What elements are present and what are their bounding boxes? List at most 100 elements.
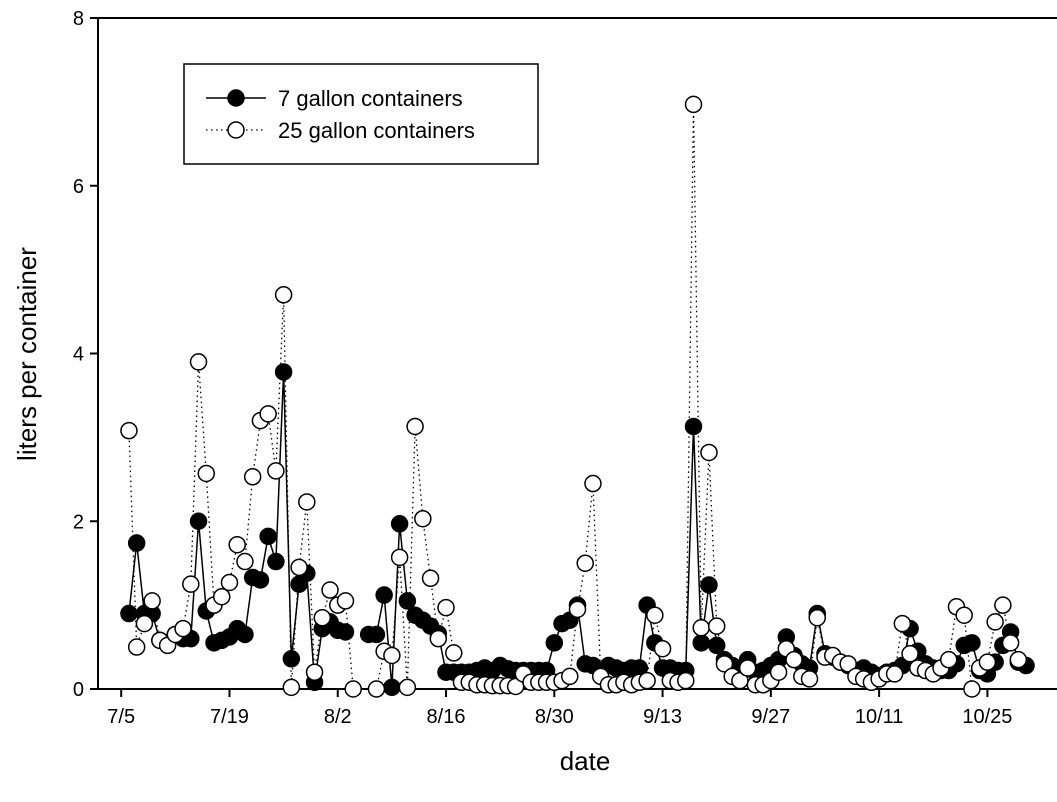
data-point-25-gallon	[561, 667, 579, 686]
data-point-25-gallon	[978, 653, 997, 671]
legend-label-7-gallon: 7 gallon containers	[278, 86, 463, 111]
data-point-25-gallon	[421, 569, 440, 588]
data-point-25-gallon	[893, 614, 912, 633]
data-point-7-gallon	[282, 650, 301, 668]
data-point-25-gallon	[677, 671, 695, 690]
data-point-25-gallon	[901, 645, 919, 663]
x-tick-label: 9/27	[751, 706, 790, 728]
data-point-25-gallon	[228, 535, 246, 554]
data-point-25-gallon	[197, 464, 216, 483]
x-tick-label: 10/25	[962, 706, 1012, 728]
legend-box	[183, 63, 539, 165]
legend-label-25-gallon: 25 gallon containers	[278, 118, 475, 143]
x-tick-label: 7/19	[210, 706, 249, 728]
data-point-7-gallon	[274, 363, 293, 381]
data-point-25-gallon	[274, 286, 293, 304]
data-point-7-gallon	[390, 515, 409, 533]
data-point-25-gallon	[182, 575, 200, 593]
legend-marker-25-gallon	[227, 121, 245, 139]
data-point-25-gallon	[576, 554, 594, 572]
data-point-25-gallon	[236, 552, 254, 571]
data-point-25-gallon	[955, 606, 973, 624]
data-point-25-gallon	[939, 650, 958, 669]
y-tick-label: 8	[73, 8, 84, 30]
data-point-25-gallon	[135, 614, 154, 633]
x-tick-label: 8/2	[324, 706, 352, 728]
data-point-25-gallon	[429, 629, 448, 648]
data-point-25-gallon	[259, 405, 277, 423]
series-25-gallon	[120, 95, 1028, 698]
data-point-7-gallon	[120, 604, 138, 623]
data-point-7-gallon	[545, 634, 564, 652]
data-point-25-gallon	[700, 443, 718, 462]
data-point-7-gallon	[383, 678, 401, 697]
data-point-25-gallon	[298, 493, 316, 511]
series-line-25-gallon	[375, 104, 1019, 690]
data-point-25-gallon	[646, 606, 664, 624]
x-tick-label: 7/5	[107, 706, 135, 728]
data-point-25-gallon	[313, 608, 332, 627]
data-point-25-gallon	[707, 617, 726, 635]
data-point-7-gallon	[336, 623, 355, 641]
legend-marker-7-gallon	[227, 89, 245, 107]
data-point-25-gallon	[692, 619, 710, 637]
data-point-25-gallon	[885, 665, 904, 683]
data-point-7-gallon	[375, 586, 393, 604]
data-point-25-gallon	[282, 678, 301, 697]
data-point-25-gallon	[344, 680, 362, 698]
data-point-25-gallon	[290, 558, 308, 577]
y-axis-title: liters per container	[12, 247, 42, 461]
data-point-25-gallon	[127, 638, 146, 656]
data-point-25-gallon	[321, 581, 339, 599]
data-point-25-gallon	[212, 587, 231, 606]
data-point-7-gallon	[684, 417, 703, 436]
data-point-25-gallon	[406, 417, 424, 436]
y-tick-label: 2	[73, 511, 84, 533]
data-point-25-gallon	[414, 509, 432, 528]
data-point-25-gallon	[267, 462, 285, 480]
x-axis-title: date	[560, 746, 611, 776]
data-point-25-gallon	[769, 663, 788, 681]
data-point-7-gallon	[127, 534, 146, 552]
data-point-7-gallon	[398, 592, 417, 610]
data-point-25-gallon	[383, 646, 401, 665]
data-point-25-gallon	[120, 421, 138, 440]
data-point-25-gallon	[437, 598, 455, 617]
data-point-25-gallon	[839, 655, 857, 673]
data-point-25-gallon	[336, 592, 355, 610]
data-point-7-gallon	[367, 625, 386, 644]
data-point-25-gallon	[963, 680, 981, 698]
data-point-25-gallon	[684, 95, 703, 114]
data-point-7-gallon	[267, 552, 285, 571]
x-tick-label: 9/13	[643, 706, 682, 728]
data-point-25-gallon	[638, 671, 656, 690]
data-point-7-gallon	[189, 512, 208, 530]
data-point-7-gallon	[251, 571, 270, 589]
x-tick-label: 8/16	[427, 706, 466, 728]
data-point-25-gallon	[174, 619, 192, 638]
data-point-25-gallon	[220, 573, 239, 592]
y-tick-label: 4	[73, 344, 84, 366]
data-point-25-gallon	[305, 663, 324, 681]
data-point-25-gallon	[189, 353, 208, 371]
data-point-25-gallon	[1009, 650, 1028, 669]
data-point-25-gallon	[653, 639, 672, 658]
data-point-25-gallon	[584, 474, 602, 493]
data-point-25-gallon	[738, 659, 757, 677]
x-tick-label: 8/30	[535, 706, 574, 728]
data-point-25-gallon	[715, 655, 734, 673]
data-point-25-gallon	[568, 600, 587, 619]
data-point-25-gallon	[785, 650, 803, 669]
data-point-25-gallon	[367, 680, 386, 698]
data-point-25-gallon	[808, 608, 826, 627]
data-point-25-gallon	[986, 613, 1004, 631]
data-point-25-gallon	[390, 548, 409, 567]
y-tick-label: 0	[73, 679, 84, 701]
data-point-7-gallon	[707, 636, 726, 655]
data-point-7-gallon	[963, 634, 981, 652]
y-axis-ticks: 0 2 4 6 8	[73, 8, 98, 701]
data-point-25-gallon	[445, 644, 463, 662]
data-point-25-gallon	[800, 670, 819, 688]
data-point-7-gallon	[259, 527, 277, 546]
